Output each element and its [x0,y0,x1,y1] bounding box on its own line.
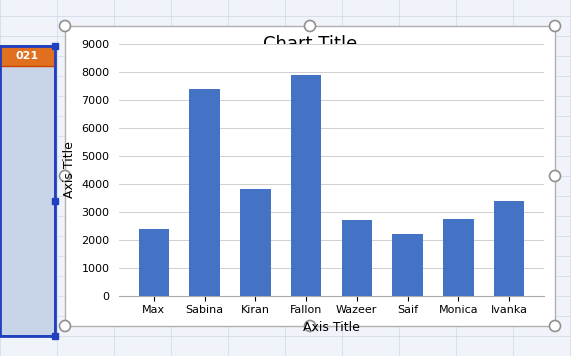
Text: 021: 021 [16,51,39,61]
Circle shape [549,171,561,182]
Circle shape [59,21,70,31]
Bar [341,220,372,296]
Bar [240,189,271,296]
Bar [52,333,58,339]
X-axis label: Axis Title: Axis Title [303,321,360,334]
Y-axis label: Axis Title: Axis Title [63,141,76,198]
Bar [494,200,524,296]
Circle shape [59,171,70,182]
Circle shape [549,320,561,331]
Bar [392,234,423,296]
Bar [0,46,55,66]
Bar [52,198,58,204]
Bar [443,219,473,296]
Bar [139,229,169,296]
Bar [0,46,55,336]
Bar [52,43,58,49]
Circle shape [59,320,70,331]
Bar [65,26,555,326]
Circle shape [549,21,561,31]
Bar [0,46,55,336]
Text: Chart Title: Chart Title [263,35,357,53]
Circle shape [304,21,316,31]
Circle shape [304,320,316,331]
Bar [291,75,321,296]
Bar [190,89,220,296]
